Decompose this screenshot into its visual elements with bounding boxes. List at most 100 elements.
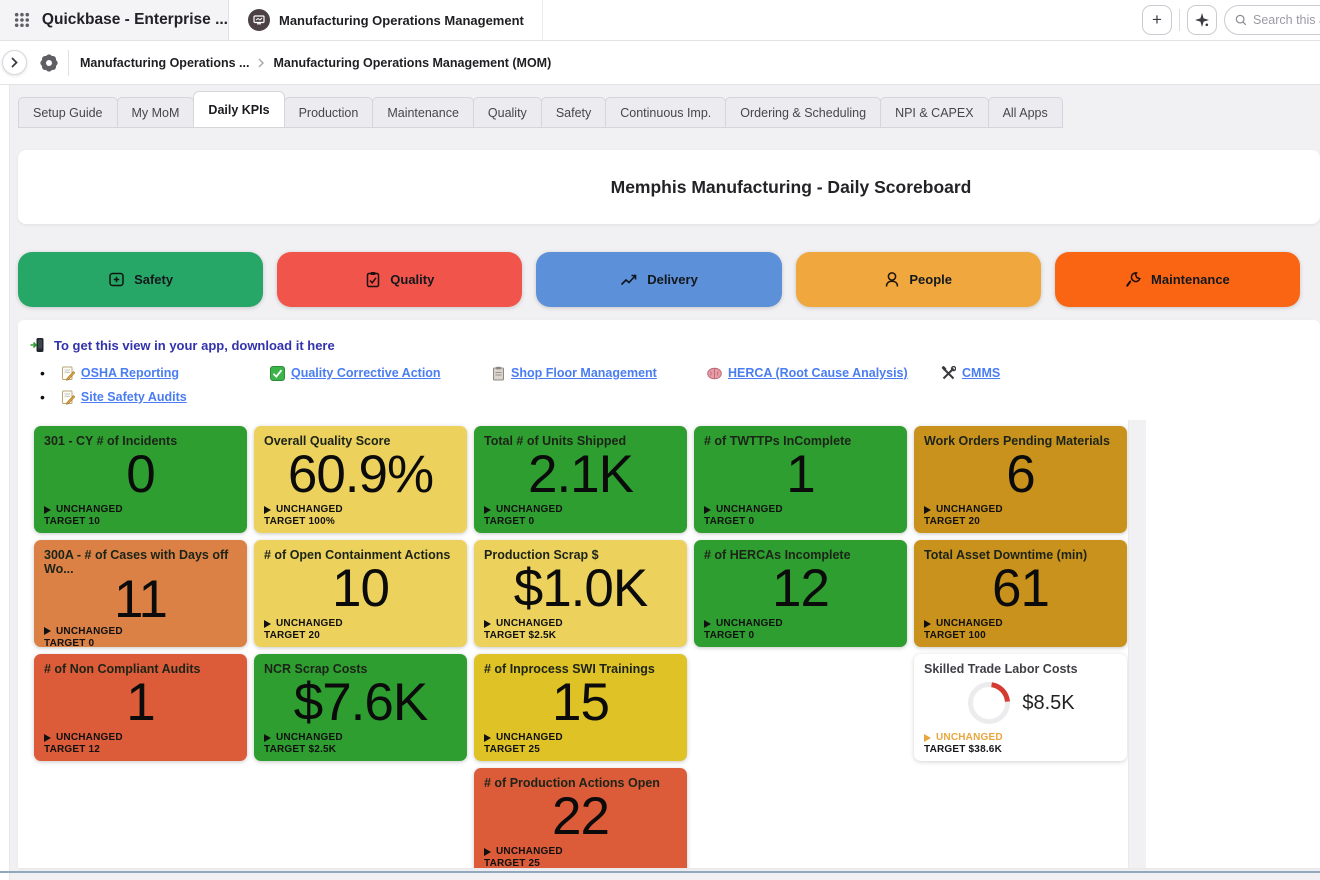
kpi-value: $7.6K	[293, 672, 429, 732]
tab-continuous-imp[interactable]: Continuous Imp.	[605, 97, 727, 128]
kpi-value: 2.1K	[527, 444, 634, 504]
search-input[interactable]	[1253, 13, 1320, 27]
app-launcher-icon[interactable]	[14, 11, 30, 29]
link-label[interactable]: Shop Floor Management	[511, 366, 657, 380]
link-label[interactable]: Site Safety Audits	[80, 390, 187, 404]
download-view-link[interactable]: To get this view in your app, download i…	[30, 337, 335, 353]
trend-arrow-icon	[484, 847, 491, 856]
link-label[interactable]: OSHA Reporting	[80, 366, 180, 380]
settings-gear-icon[interactable]	[38, 52, 60, 74]
kpi-target: TARGET 25	[484, 744, 541, 755]
kpi-card-skilled-trade-labor[interactable]: Skilled Trade Labor Costs $8.5K UNCHANGE…	[914, 654, 1127, 761]
link-osha-reporting[interactable]: OSHA Reporting	[40, 365, 270, 381]
kpi-card-swi-trainings[interactable]: # of Inprocess SWI Trainings 15 UNCHANGE…	[474, 654, 687, 761]
safety-category-button[interactable]: Safety	[18, 252, 264, 307]
tab-ordering-scheduling[interactable]: Ordering & Scheduling	[725, 97, 882, 128]
quality-category-button[interactable]: Quality	[277, 252, 523, 307]
tab-all-apps[interactable]: All Apps	[987, 97, 1063, 128]
trend-arrow-icon	[44, 627, 51, 636]
kpi-status: UNCHANGED	[496, 846, 563, 857]
kpi-value: 11	[113, 569, 168, 629]
link-site-safety-audits[interactable]: Site Safety Audits	[40, 389, 187, 405]
brain-icon	[707, 367, 722, 380]
app-monitor-icon	[248, 9, 270, 31]
category-label: Safety	[134, 272, 174, 287]
trend-arrow-icon	[264, 505, 271, 514]
trend-arrow-icon	[484, 733, 491, 742]
workspace-title[interactable]: Quickbase - Enterprise ...	[41, 11, 228, 28]
people-category-button[interactable]: People	[795, 252, 1041, 307]
kpi-card-overall-quality-score[interactable]: Overall Quality Score 60.9% UNCHANGED TA…	[254, 426, 467, 533]
add-button[interactable]: +	[1142, 5, 1172, 35]
kpi-title: Work Orders Pending Materials	[924, 434, 1110, 448]
kpi-value: 6	[1006, 444, 1035, 504]
kpi-card-work-orders-pending[interactable]: Work Orders Pending Materials 6 UNCHANGE…	[914, 426, 1127, 533]
kpi-title: # of TWTTPs InComplete	[704, 434, 852, 448]
kpi-value: 60.9%	[287, 444, 434, 504]
trend-up-icon	[621, 274, 637, 285]
app-search[interactable]	[1224, 5, 1320, 35]
delivery-category-button[interactable]: Delivery	[536, 252, 782, 307]
bottom-border-line	[0, 871, 1320, 873]
breadcrumb-current[interactable]: Manufacturing Operations Management (MOM…	[273, 56, 552, 70]
download-icon	[30, 338, 44, 352]
kpi-card-units-shipped[interactable]: Total # of Units Shipped 2.1K UNCHANGED …	[474, 426, 687, 533]
kpi-card-non-compliant-audits[interactable]: # of Non Compliant Audits 1 UNCHANGED TA…	[34, 654, 247, 761]
tab-setup-guide[interactable]: Setup Guide	[18, 97, 118, 128]
kpi-target: TARGET 12	[44, 744, 101, 755]
kpi-status: UNCHANGED	[716, 618, 783, 629]
kpi-value: 12	[772, 558, 830, 618]
kpi-card-twttps-incomplete[interactable]: # of TWTTPs InComplete 1 UNCHANGED TARGE…	[694, 426, 907, 533]
breadcrumb: Manufacturing Operations ... Manufacturi…	[80, 41, 551, 85]
kpi-target: TARGET 0	[704, 630, 755, 641]
ai-sparkle-button[interactable]	[1187, 5, 1217, 35]
kpi-card-incidents[interactable]: 301 - CY # of Incidents 0 UNCHANGED TARG…	[34, 426, 247, 533]
link-herca[interactable]: HERCA (Root Cause Analysis)	[707, 366, 941, 380]
kpi-title: Skilled Trade Labor Costs	[924, 662, 1078, 676]
dashboard-scrollbar[interactable]	[1128, 420, 1146, 868]
kpi-title: NCR Scrap Costs	[264, 662, 368, 676]
trend-arrow-icon	[924, 733, 931, 742]
kpi-status: UNCHANGED	[496, 504, 563, 515]
kpi-card-open-containment[interactable]: # of Open Containment Actions 10 UNCHANG…	[254, 540, 467, 647]
app-tab[interactable]: Manufacturing Operations Management	[230, 0, 543, 40]
link-label[interactable]: Quality Corrective Action	[291, 366, 441, 380]
kpi-title: # of Production Actions Open	[484, 776, 660, 790]
kpi-status: UNCHANGED	[496, 732, 563, 743]
kpi-status: UNCHANGED	[716, 504, 783, 515]
kpi-card-asset-downtime[interactable]: Total Asset Downtime (min) 61 UNCHANGED …	[914, 540, 1127, 647]
kpi-status: UNCHANGED	[56, 504, 123, 515]
tab-npi-capex[interactable]: NPI & CAPEX	[880, 97, 989, 128]
kpi-target: TARGET 100%	[264, 516, 335, 527]
kpi-grid: 301 - CY # of Incidents 0 UNCHANGED TARG…	[34, 426, 1127, 868]
page-title: Memphis Manufacturing - Daily Scoreboard	[610, 176, 972, 197]
link-label[interactable]: CMMS	[962, 366, 1001, 380]
wrench-icon	[1126, 272, 1141, 287]
link-quality-corrective-action[interactable]: Quality Corrective Action	[270, 365, 492, 381]
tab-my-mom[interactable]: My MoM	[116, 97, 195, 128]
kpi-card-ncr-scrap-costs[interactable]: NCR Scrap Costs $7.6K UNCHANGED TARGET $…	[254, 654, 467, 761]
tab-quality[interactable]: Quality	[472, 97, 542, 128]
kpi-title: 300A - # of Cases with Days off Wo...	[44, 548, 229, 577]
kpi-target: TARGET $2.5K	[264, 744, 337, 755]
expand-sidebar-button[interactable]	[2, 50, 27, 75]
tab-daily-kpis[interactable]: Daily KPIs	[193, 91, 285, 128]
kpi-card-hercas-incomplete[interactable]: # of HERCAs Incomplete 12 UNCHANGED TARG…	[694, 540, 907, 647]
link-shop-floor-management[interactable]: Shop Floor Management	[492, 366, 707, 381]
link-label[interactable]: HERCA (Root Cause Analysis)	[728, 366, 908, 380]
chevron-right-icon	[11, 57, 18, 68]
kpi-target: TARGET 20	[924, 516, 981, 527]
clipboard-icon	[492, 366, 505, 381]
kpi-title: Production Scrap $	[484, 548, 599, 562]
maintenance-category-button[interactable]: Maintenance	[1054, 252, 1301, 307]
kpi-card-cases-days-off[interactable]: 300A - # of Cases with Days off Wo... 11…	[34, 540, 247, 649]
tab-production[interactable]: Production	[283, 97, 374, 128]
link-cmms[interactable]: CMMS	[941, 365, 1001, 381]
kpi-card-production-actions-open[interactable]: # of Production Actions Open 22 UNCHANGE…	[474, 768, 687, 868]
trend-arrow-icon	[484, 619, 491, 628]
breadcrumb-parent[interactable]: Manufacturing Operations ...	[80, 56, 250, 70]
tab-maintenance[interactable]: Maintenance	[372, 97, 474, 128]
kpi-card-production-scrap[interactable]: Production Scrap $ $1.0K UNCHANGED TARGE…	[474, 540, 687, 647]
trend-arrow-icon	[484, 505, 491, 514]
tab-safety[interactable]: Safety	[540, 97, 607, 128]
